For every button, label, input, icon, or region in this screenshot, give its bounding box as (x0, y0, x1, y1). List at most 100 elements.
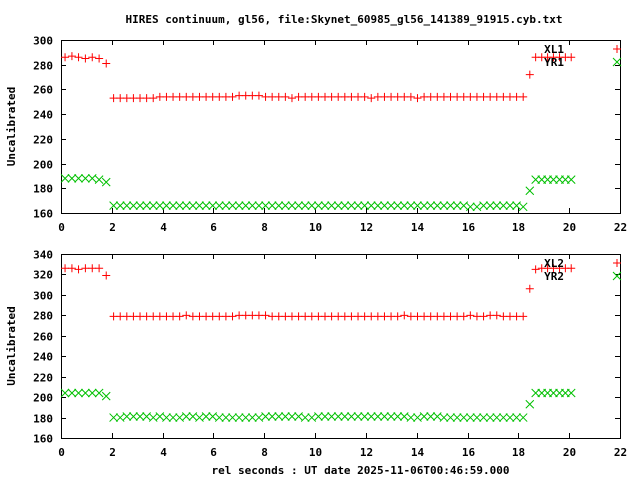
cross-marker (181, 412, 191, 421)
cross-marker (122, 412, 132, 421)
cross-marker (549, 388, 558, 398)
cross-marker (426, 412, 436, 421)
cross-marker (505, 201, 515, 210)
cross-marker (353, 412, 363, 421)
cross-marker (135, 412, 145, 421)
chart-title: HIRES continuum, gl56, file:Skynet_60985… (125, 13, 562, 26)
cross-marker (465, 413, 475, 422)
cross-marker (234, 201, 244, 210)
cross-marker (413, 201, 422, 210)
cross-marker (109, 201, 118, 210)
cross-marker (393, 412, 403, 421)
y-tick-label: 300 (33, 290, 53, 303)
plus-marker (74, 53, 83, 62)
plus-marker (61, 264, 70, 273)
cross-marker (446, 201, 455, 210)
cross-marker (612, 271, 622, 281)
plus-marker (67, 264, 76, 273)
cross-marker (492, 413, 502, 422)
plus-marker (102, 271, 111, 280)
cross-marker (492, 201, 502, 210)
legend-label: YR2 (544, 270, 564, 283)
plus-marker (406, 92, 415, 101)
plus-marker (261, 311, 270, 320)
plus-marker (613, 45, 621, 53)
cross-marker (525, 186, 535, 196)
cross-marker (439, 413, 449, 422)
y-tick-label: 240 (33, 109, 53, 122)
cross-marker (221, 413, 231, 422)
cross-marker (314, 201, 323, 210)
y-tick-label: 200 (33, 392, 53, 405)
cross-marker (168, 201, 178, 210)
cross-marker (432, 201, 442, 210)
cross-marker (228, 201, 237, 210)
cross-marker (518, 413, 528, 422)
cross-marker (314, 412, 323, 421)
cross-marker (214, 201, 224, 210)
plus-marker (287, 94, 296, 103)
plus-marker (519, 92, 528, 101)
cross-marker (261, 201, 270, 210)
x-axis-label: rel seconds : UT date 2025-11-06T00:46:5… (211, 464, 509, 477)
x-tick-label: 20 (563, 446, 576, 459)
x-tick-label: 22 (614, 446, 627, 459)
x-tick-label: 8 (261, 221, 268, 234)
cross-marker (94, 175, 104, 184)
plot-frame (61, 40, 621, 214)
cross-marker (380, 412, 389, 421)
cross-marker (531, 175, 540, 184)
cross-marker (101, 177, 111, 187)
x-tick-label: 16 (462, 446, 476, 459)
cross-marker (380, 201, 389, 210)
y-tick-label: 180 (33, 183, 53, 196)
cross-marker (142, 201, 151, 210)
series-YR1 (60, 174, 576, 212)
cross-marker (531, 388, 540, 398)
cross-marker (446, 413, 455, 422)
cross-marker (60, 388, 70, 398)
cross-marker (175, 201, 185, 210)
cross-marker (499, 413, 508, 422)
y-tick-label: 260 (33, 331, 53, 344)
cross-marker (168, 413, 178, 422)
cross-marker (399, 201, 409, 210)
cross-marker (472, 413, 482, 422)
plus-marker (519, 312, 528, 321)
plus-marker (360, 92, 369, 101)
cross-marker (360, 201, 369, 210)
cross-marker (373, 412, 383, 421)
cross-marker (201, 412, 211, 421)
cross-marker (74, 388, 83, 398)
y-tick-label: 280 (33, 310, 53, 323)
plus-marker (413, 94, 422, 103)
panel-1: 0 2 4 6 8 10 12 14 16 18 20 22 160 180 200 220 240 260 280… (5, 35, 627, 235)
cross-marker (188, 201, 198, 210)
cross-marker (518, 202, 528, 212)
x-tick-label: 4 (160, 221, 167, 234)
cross-marker (479, 201, 488, 210)
cross-marker (307, 201, 317, 210)
cross-marker (452, 201, 462, 210)
cross-marker (267, 412, 277, 421)
cross-marker (274, 412, 284, 421)
cross-marker (485, 413, 495, 422)
cross-marker (353, 201, 363, 210)
plus-marker (613, 259, 621, 267)
cross-marker (148, 201, 158, 210)
plus-marker (149, 94, 158, 103)
y-tick-label: 240 (33, 351, 53, 364)
y-tick-label: 300 (33, 35, 53, 48)
plus-marker (182, 311, 191, 320)
cross-marker (60, 174, 70, 183)
cross-marker (406, 201, 416, 210)
x-tick-label: 4 (160, 446, 167, 459)
plus-marker (228, 312, 237, 321)
legend-label: YR1 (544, 56, 564, 69)
legend-label: XL1 (544, 43, 564, 56)
plus-marker (254, 91, 263, 100)
cross-marker (281, 201, 290, 210)
cross-marker (67, 174, 77, 183)
cross-marker (115, 201, 125, 210)
x-tick-label: 12 (360, 221, 373, 234)
